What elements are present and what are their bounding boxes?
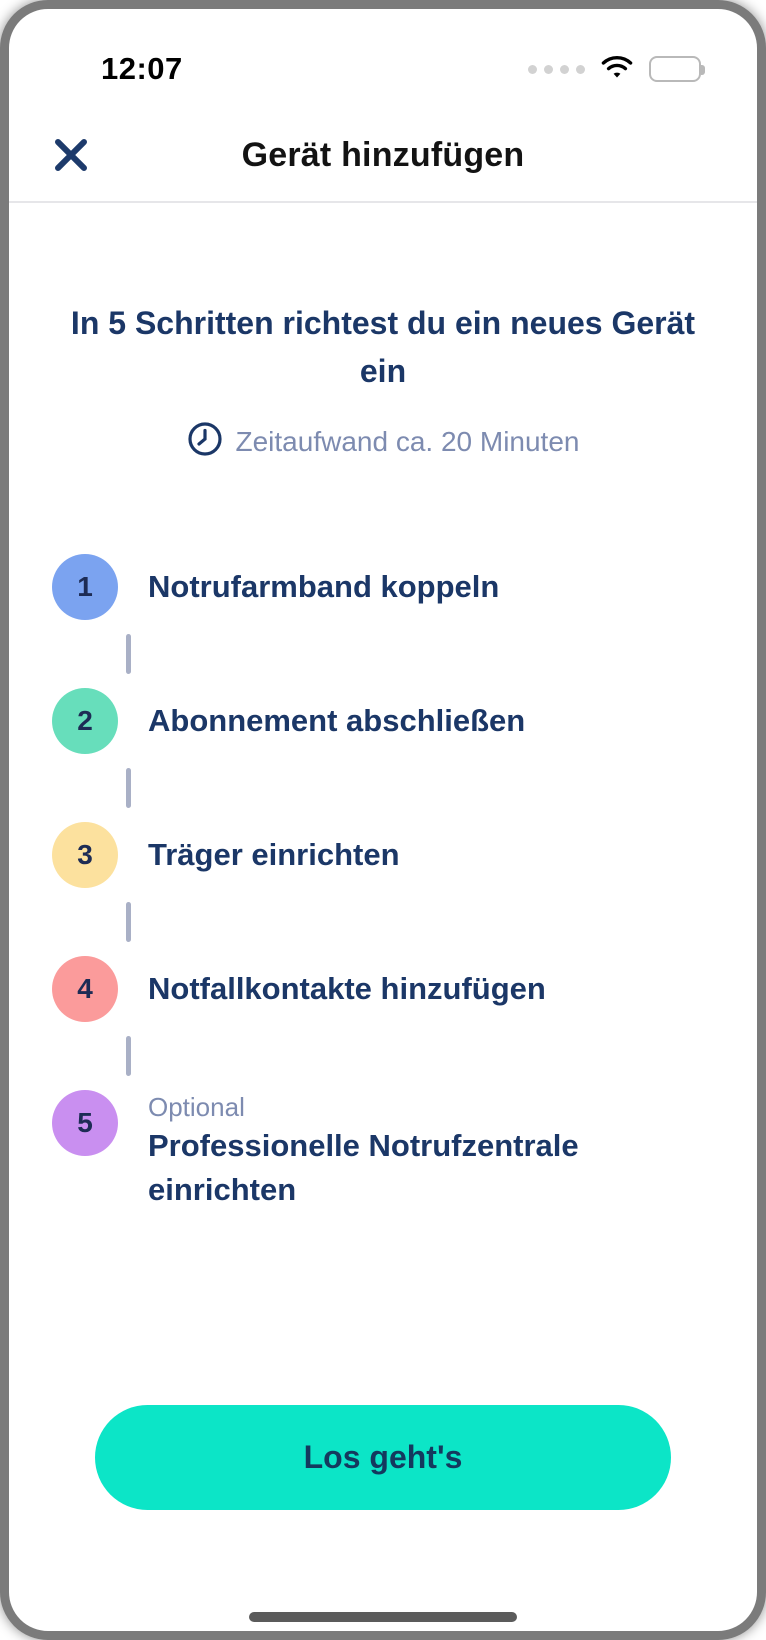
step-number: 5	[77, 1107, 93, 1138]
home-indicator[interactable]	[249, 1612, 517, 1622]
step-item-4: 4 Notfallkontakte hinzufügen	[52, 956, 757, 1022]
step-number: 4	[77, 973, 93, 1004]
battery-icon	[649, 56, 705, 82]
modal-header: Gerät hinzufügen	[9, 123, 757, 187]
step-connector	[126, 1036, 131, 1076]
step-label: Notfallkontakte hinzufügen	[148, 971, 546, 1006]
clock-icon	[187, 421, 223, 462]
step-number-badge: 1	[52, 554, 118, 620]
status-icons	[528, 53, 705, 86]
step-connector	[126, 768, 131, 808]
step-number: 2	[77, 705, 93, 736]
step-label: Notrufarmband koppeln	[148, 569, 500, 604]
step-label: Professionelle Notrufzentrale einrichten	[148, 1128, 579, 1207]
duration-row: Zeitaufwand ca. 20 Minuten	[9, 421, 757, 462]
wifi-icon	[599, 53, 635, 86]
step-item-5: 5 Optional Professionelle Notrufzentrale…	[52, 1090, 757, 1212]
page-title: Gerät hinzufügen	[241, 135, 525, 174]
start-button[interactable]: Los geht's	[95, 1405, 671, 1510]
screen: 12:07	[9, 9, 757, 1631]
step-number-badge: 4	[52, 956, 118, 1022]
step-number-badge: 5	[52, 1090, 118, 1156]
step-optional-tag: Optional	[148, 1092, 245, 1122]
cellular-signal-icon	[528, 64, 585, 74]
step-label: Abonnement abschließen	[148, 703, 526, 738]
step-item-1: 1 Notrufarmband koppeln	[52, 554, 757, 620]
close-icon[interactable]	[49, 133, 93, 177]
step-number: 3	[77, 839, 93, 870]
step-number-badge: 2	[52, 688, 118, 754]
steps-list: 1 Notrufarmband koppeln 2 Abonnement abs…	[52, 554, 757, 1212]
header-divider	[9, 201, 757, 203]
intro-heading: In 5 Schritten richtest du ein neues Ger…	[70, 305, 696, 389]
step-connector	[126, 902, 131, 942]
step-number: 1	[77, 571, 93, 602]
status-time: 12:07	[101, 51, 183, 86]
status-bar: 12:07	[9, 9, 757, 91]
step-number-badge: 3	[52, 822, 118, 888]
step-item-2: 2 Abonnement abschließen	[52, 688, 757, 754]
step-label: Träger einrichten	[148, 837, 400, 872]
duration-label: Zeitaufwand ca. 20 Minuten	[235, 425, 580, 457]
step-connector	[126, 634, 131, 674]
step-item-3: 3 Träger einrichten	[52, 822, 757, 888]
